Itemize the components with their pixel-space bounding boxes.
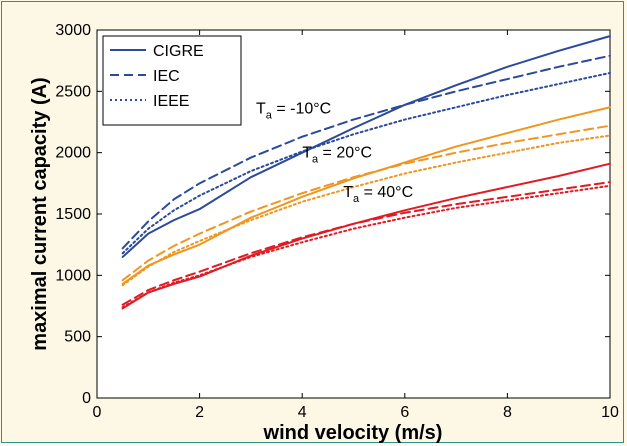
legend-label-iec: IEC (153, 68, 180, 85)
legend-label-ieee: IEEE (153, 93, 189, 110)
series-ieee-line-2 (121, 184, 611, 309)
x-tick-label: 4 (298, 404, 307, 421)
x-axis-label: wind velocity (m/s) (263, 422, 443, 444)
y-tick-label: 0 (82, 390, 91, 407)
y-tick-label: 3000 (55, 22, 91, 39)
series-cigre-line-0 (121, 35, 611, 258)
series-iec-line-1 (121, 124, 611, 282)
x-tick-label: 10 (601, 404, 619, 421)
x-tick-label: 2 (195, 404, 204, 421)
legend-label-cigre: CIGRE (153, 43, 204, 60)
series-ieee-line-0 (121, 71, 611, 255)
temperature-annotation: Ta = -10°C (256, 100, 331, 121)
series-iec-line-0 (121, 54, 611, 250)
series-cigre-line-1 (121, 106, 611, 285)
y-tick-label: 1500 (55, 206, 91, 223)
x-tick-label: 0 (93, 404, 102, 421)
x-tick-label: 8 (503, 404, 512, 421)
series-ieee-line-1 (121, 134, 611, 287)
y-tick-label: 1000 (55, 267, 91, 284)
series-iec-line-2 (121, 181, 611, 306)
y-tick-label: 2500 (55, 83, 91, 100)
legend: CIGRE IEC IEEE (102, 35, 242, 126)
y-tick-label: 2000 (55, 145, 91, 162)
annotation-layer: Ta = -10°C Ta = 20°C Ta = 40°C (256, 100, 413, 204)
y-axis-label: maximal current capacity (A) (29, 77, 51, 350)
temperature-annotation: Ta = 40°C (343, 184, 413, 205)
x-tick-label: 6 (400, 404, 409, 421)
series-layer (121, 35, 611, 310)
temperature-annotation: Ta = 20°C (302, 145, 372, 166)
y-tick-label: 500 (64, 329, 91, 346)
tick-layer: 0 2 4 6 8 10 0 500 1000 1500 2000 2500 3000 (55, 22, 619, 421)
